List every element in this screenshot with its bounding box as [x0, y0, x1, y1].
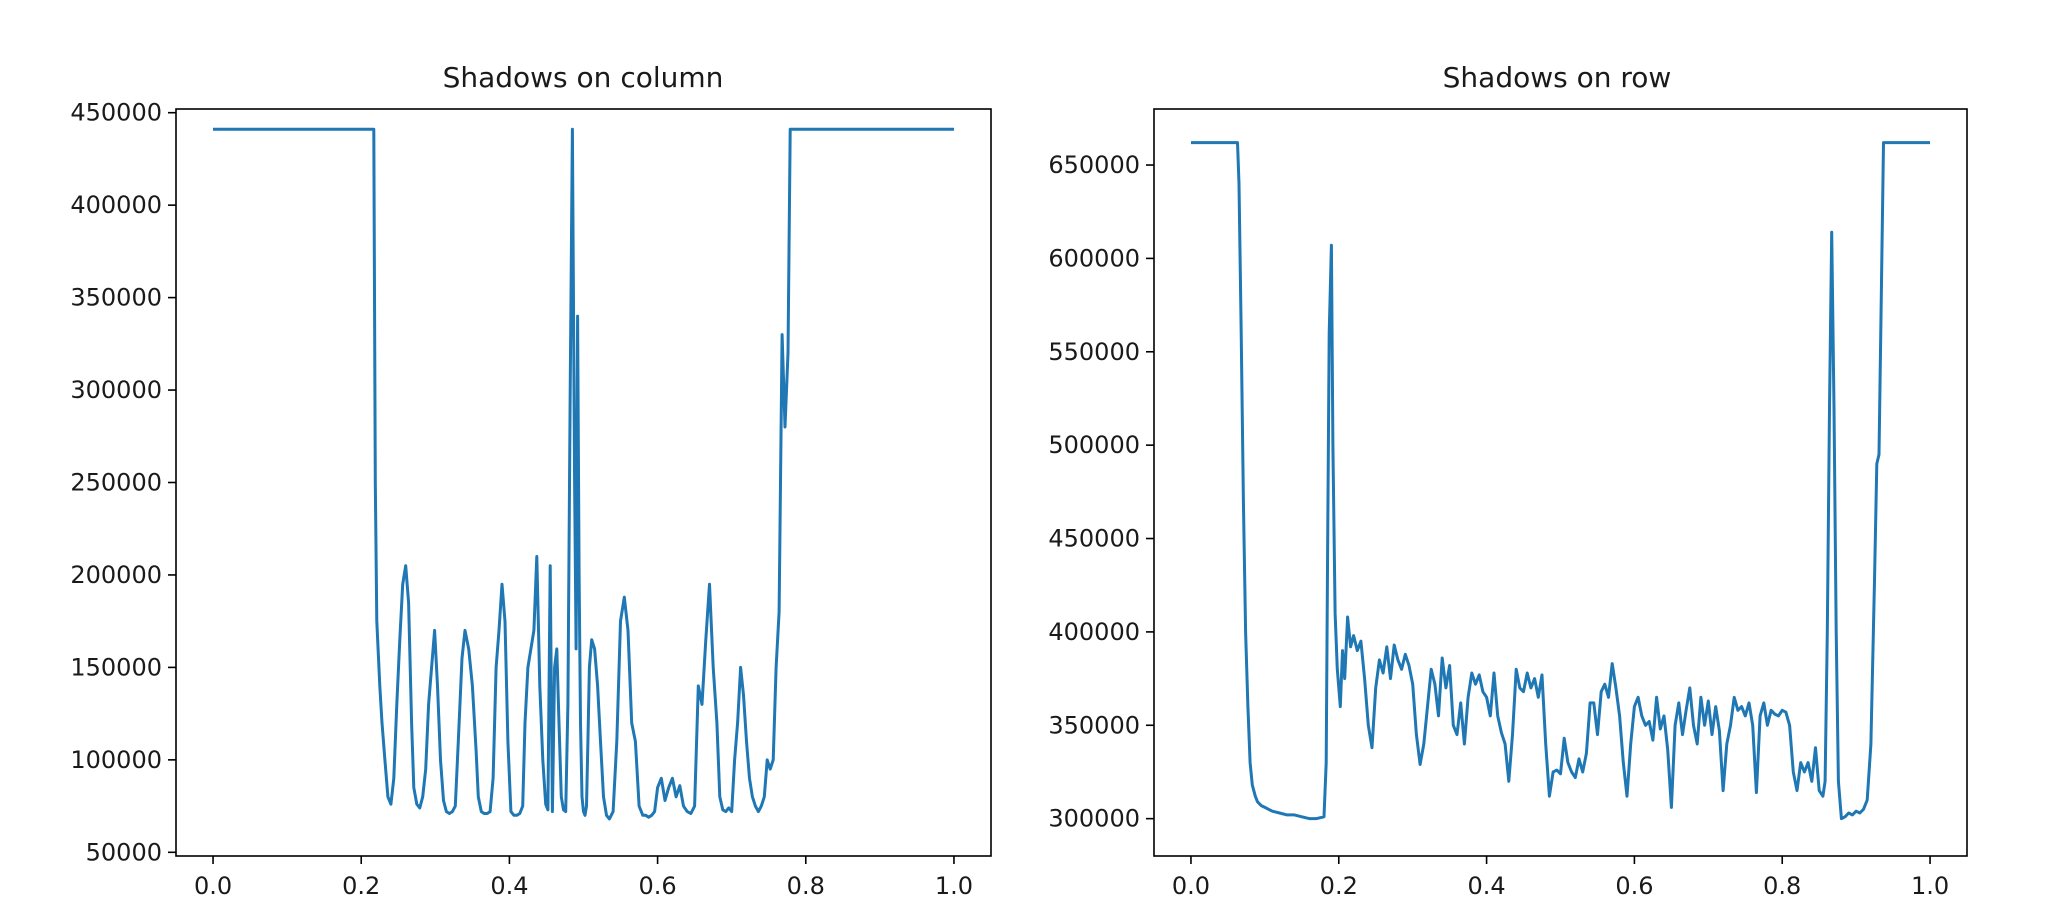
y-tick-label: 450000 — [1048, 525, 1140, 553]
x-tick-label: 0.4 — [1468, 872, 1506, 900]
y-tick-label: 300000 — [1048, 805, 1140, 833]
y-tick-label: 350000 — [70, 284, 162, 312]
x-tick-label: 0.6 — [1615, 872, 1653, 900]
plot-area: 0.0 0.2 0.4 0.6 0.8 1.0 300000 350000 400000 4500… — [1048, 108, 1968, 900]
x-tick-label: 0.2 — [342, 872, 380, 900]
series-line-0 — [1191, 141, 1930, 821]
y-tick-label: 400000 — [1048, 618, 1140, 646]
y-tick-label: 450000 — [70, 99, 162, 127]
y-tick-label: 400000 — [70, 191, 162, 219]
y-tick-label: 350000 — [1048, 711, 1140, 739]
x-tick-label: 0.2 — [1320, 872, 1358, 900]
y-tick-label: 500000 — [1048, 431, 1140, 459]
y-tick-label: 550000 — [1048, 338, 1140, 366]
axes-frame — [175, 108, 992, 857]
y-tick-label: 50000 — [86, 838, 162, 866]
series-line-0 — [213, 127, 954, 821]
y-tick-label: 100000 — [70, 746, 162, 774]
chart-shadows-on-column: Shadows on column 0.0 0.2 0.4 0.6 0.8 1.0 5000… — [70, 61, 992, 900]
y-tick-label: 150000 — [70, 653, 162, 681]
chart-title: Shadows on column — [443, 61, 724, 94]
x-tick-label: 0.4 — [490, 872, 528, 900]
y-tick-label: 300000 — [70, 376, 162, 404]
x-tick-label: 0.0 — [194, 872, 232, 900]
chart-shadows-on-row: Shadows on row 0.0 0.2 0.4 0.6 0.8 1.0 300000 3… — [1048, 61, 1968, 900]
x-tick-label: 0.0 — [1172, 872, 1210, 900]
x-tick-label: 0.8 — [1763, 872, 1801, 900]
y-tick-label: 200000 — [70, 561, 162, 589]
y-tick-label: 250000 — [70, 469, 162, 497]
y-tick-label: 650000 — [1048, 151, 1140, 179]
chart-title: Shadows on row — [1443, 61, 1672, 94]
x-tick-label: 0.8 — [787, 872, 825, 900]
plot-area: 0.0 0.2 0.4 0.6 0.8 1.0 50000 100000 150000 20000… — [70, 99, 992, 900]
y-tick-label: 600000 — [1048, 244, 1140, 272]
x-tick-label: 1.0 — [1911, 872, 1949, 900]
axes-frame — [1153, 108, 1968, 857]
x-tick-label: 1.0 — [935, 872, 973, 900]
x-tick-label: 0.6 — [639, 872, 677, 900]
